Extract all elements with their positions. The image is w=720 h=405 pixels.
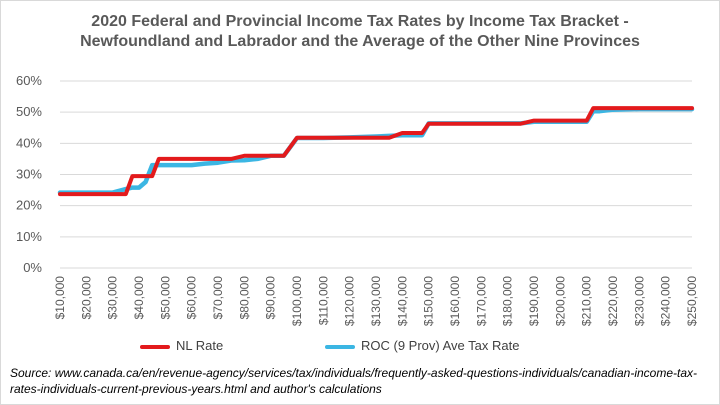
y-tick-label: 30% (16, 167, 42, 182)
x-tick-label: $170,000 (474, 276, 488, 326)
legend-swatch-nl (140, 344, 170, 349)
x-tick-label: $40,000 (132, 276, 146, 320)
x-tick-label: $80,000 (237, 276, 251, 320)
x-tick-label: $50,000 (158, 276, 172, 320)
series-line-roc-ave-tax-rate (57, 106, 695, 195)
y-tick-label: 10% (16, 229, 42, 244)
series-lines (57, 106, 695, 197)
x-tick-label: $20,000 (79, 276, 93, 320)
x-tick-label: $210,000 (580, 276, 594, 326)
source-note: Source: www.canada.ca/en/revenue-agency/… (10, 366, 698, 396)
y-axis-ticks: 0% 10% 20% 30% 40% 50% 60% (16, 73, 42, 275)
x-tick-label: $130,000 (369, 276, 383, 326)
x-tick-label: $120,000 (343, 276, 357, 326)
x-axis-ticks: $10,000 $20,000 $30,000 $40,000 $50,000 $60,0… (53, 276, 699, 326)
x-tick-label: $60,000 (185, 276, 199, 320)
x-tick-label: $180,000 (501, 276, 515, 326)
x-tick-label: $230,000 (632, 276, 646, 326)
legend-label-nl: NL Rate (176, 338, 224, 353)
x-tick-label: $90,000 (264, 276, 278, 320)
x-tick-label: $240,000 (659, 276, 673, 326)
y-tick-label: 0% (23, 260, 42, 275)
y-tick-label: 20% (16, 198, 42, 213)
x-tick-label: $150,000 (422, 276, 436, 326)
x-tick-label: $110,000 (316, 276, 330, 325)
legend-swatch-roc (325, 344, 355, 349)
series-line-nl-rate (58, 106, 694, 197)
x-tick-label: $250,000 (685, 276, 699, 326)
chart-title-line-1: 2020 Federal and Provincial Income Tax R… (91, 13, 629, 30)
x-tick-label: $220,000 (606, 276, 620, 326)
x-tick-label: $190,000 (527, 276, 541, 326)
x-tick-label: $160,000 (448, 276, 462, 326)
y-tick-label: 60% (16, 73, 42, 88)
x-tick-label: $140,000 (395, 276, 409, 326)
x-tick-label: $100,000 (290, 276, 304, 326)
legend-item-nl: NL Rate (140, 338, 223, 353)
x-tick-label: $10,000 (53, 276, 67, 320)
y-tick-label: 40% (16, 135, 42, 150)
chart-title: 2020 Federal and Provincial Income Tax R… (0, 12, 720, 52)
x-tick-label: $200,000 (553, 276, 567, 326)
x-tick-label: $70,000 (211, 276, 225, 320)
y-tick-label: 50% (16, 104, 42, 119)
legend-label-roc: ROC (9 Prov) Ave Tax Rate (361, 338, 520, 353)
x-tick-label: $30,000 (106, 276, 120, 320)
gridlines (60, 80, 692, 269)
legend-item-roc: ROC (9 Prov) Ave Tax Rate (325, 338, 519, 353)
chart-title-line-2: Newfoundland and Labrador and the Averag… (80, 33, 640, 50)
